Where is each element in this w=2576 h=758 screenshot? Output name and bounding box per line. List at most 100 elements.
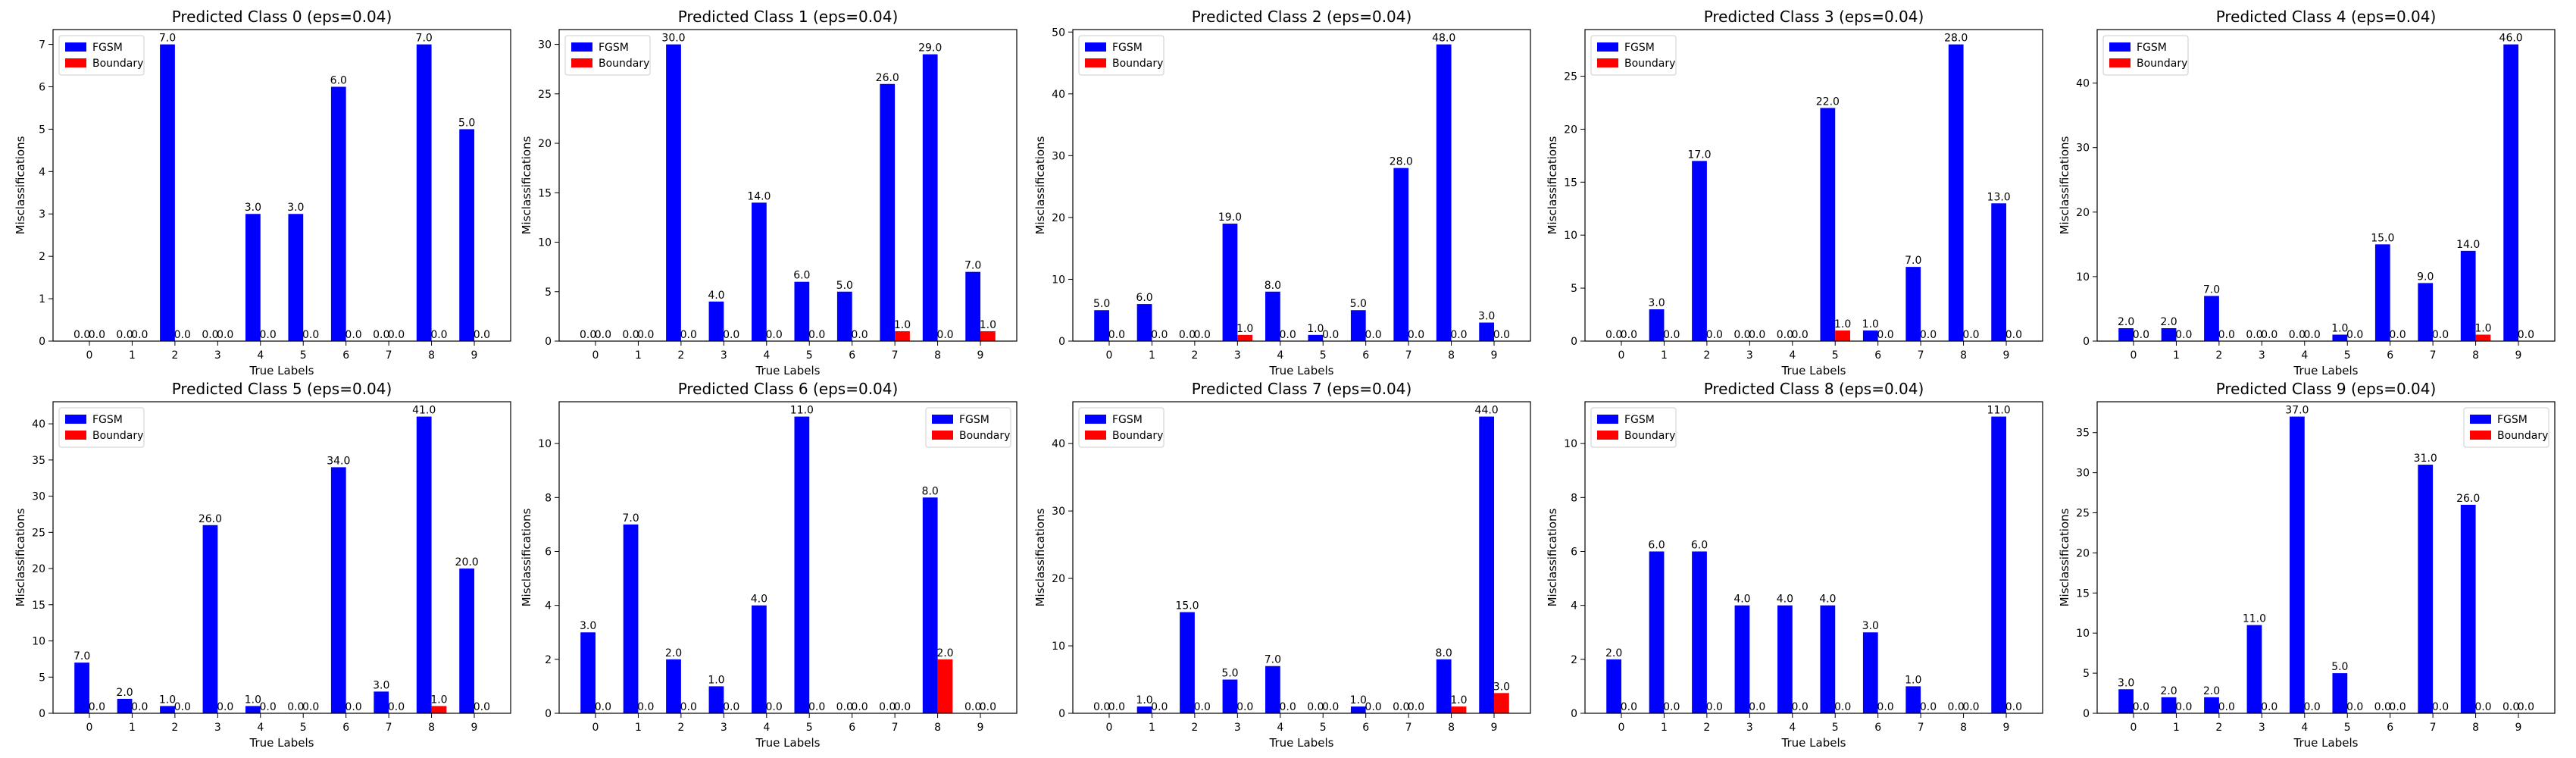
y-tick-label: 10	[1052, 274, 1065, 286]
data-label: 0.0	[894, 701, 911, 713]
subplot-title: Predicted Class 9 (eps=0.04)	[2216, 380, 2437, 398]
x-tick-label: 8	[934, 349, 941, 362]
data-label: 6.0	[1648, 539, 1665, 551]
data-label: 0.0	[1749, 701, 1765, 713]
bar-fgsm-8	[416, 416, 432, 713]
legend-swatch-boundary	[2109, 58, 2131, 67]
legend-label-fgsm: FGSM	[599, 42, 629, 54]
x-tick-label: 4	[1789, 349, 1796, 362]
x-tick-label: 7	[2430, 722, 2437, 734]
subplot-2: Predicted Class 2 (eps=0.04) 5.0 6.0 0.0 19.…	[1033, 8, 1531, 377]
y-tick-label: 20	[1052, 212, 1065, 224]
subplot-7: Predicted Class 7 (eps=0.04)0.01.015.05.…	[1033, 380, 1531, 750]
x-tick-label: 1	[129, 349, 136, 362]
legend-swatch-fgsm	[1085, 415, 1106, 424]
legend-swatch-boundary	[1085, 58, 1106, 67]
data-label: 0.0	[2304, 701, 2321, 713]
x-tick-label: 8	[1960, 349, 1967, 362]
data-label: 0.0	[1365, 329, 1381, 341]
x-tick-label: 5	[806, 349, 813, 362]
y-tick-label: 6	[39, 81, 45, 93]
legend-label-fgsm: FGSM	[2497, 414, 2528, 426]
bar-fgsm-5	[1820, 605, 1836, 713]
data-label: 2.0	[2160, 316, 2177, 328]
bar-fgsm-1	[2161, 327, 2177, 341]
y-tick-label: 30	[32, 491, 45, 503]
data-label: 0.0	[2518, 701, 2534, 713]
y-tick-label: 40	[2076, 78, 2090, 90]
bar-fgsm-9	[459, 568, 475, 713]
data-label: 0.0	[1280, 329, 1296, 341]
x-tick-label: 7	[386, 349, 392, 362]
plot-frame	[2096, 29, 2556, 342]
x-tick-label: 9	[1491, 349, 1498, 362]
data-label: 0.0	[1733, 329, 1750, 341]
data-label: 4.0	[751, 594, 767, 606]
data-label: 0.0	[89, 701, 105, 713]
data-label: 0.0	[723, 329, 739, 341]
bar-fgsm-9	[1991, 203, 2007, 341]
bar-boundary-8	[1451, 706, 1467, 713]
y-tick-label: 20	[2076, 547, 2090, 559]
data-label: 0.0	[980, 701, 996, 713]
data-label: 1.0	[2474, 322, 2491, 334]
x-tick-label: 6	[849, 722, 855, 734]
bar-fgsm-2	[666, 44, 681, 341]
data-label: 0.0	[680, 329, 697, 341]
legend-swatch-boundary	[65, 58, 86, 67]
bar-fgsm-8	[416, 44, 432, 341]
data-label: 0.0	[1706, 701, 1723, 713]
x-tick-label: 8	[1448, 349, 1455, 362]
bar-fgsm-0	[74, 662, 89, 713]
data-label: 7.0	[1265, 654, 1281, 666]
data-label: 6.0	[1691, 539, 1708, 551]
data-label: 0.0	[260, 329, 277, 341]
data-label: 0.0	[2346, 329, 2363, 341]
y-tick-label: 15	[32, 600, 45, 612]
bar-boundary-5	[1835, 330, 1850, 341]
data-label: 0.0	[1663, 701, 1680, 713]
data-label: 6.0	[793, 270, 810, 282]
y-axis-label: Misclassifications	[1033, 136, 1047, 234]
data-label: 14.0	[2456, 239, 2480, 251]
x-tick-label: 3	[1234, 722, 1241, 734]
bar-fgsm-8	[922, 54, 938, 341]
data-label: 0.0	[2374, 701, 2391, 713]
data-label: 0.0	[1877, 329, 1893, 341]
data-label: 0.0	[2261, 701, 2277, 713]
data-label: 0.0	[174, 329, 191, 341]
data-label: 17.0	[1687, 149, 1711, 161]
y-tick-label: 10	[1564, 230, 1577, 242]
data-label: 5.0	[836, 280, 853, 292]
legend: FGSM Boundary	[2463, 407, 2549, 448]
plot-frame	[558, 29, 1018, 342]
data-label: 41.0	[412, 405, 436, 417]
x-tick-label: 2	[171, 722, 178, 734]
x-axis-label: True Labels	[755, 364, 821, 377]
data-label: 0.0	[2389, 701, 2406, 713]
y-tick-label: 0	[545, 708, 552, 720]
x-tick-label: 0	[592, 349, 599, 362]
data-label: 14.0	[747, 190, 771, 202]
data-label: 13.0	[1987, 191, 2011, 203]
y-tick-label: 40	[32, 418, 45, 431]
data-label: 0.0	[1194, 701, 1211, 713]
data-label: 0.0	[808, 701, 825, 713]
plot-frame	[558, 401, 1018, 714]
y-tick-label: 30	[1052, 506, 1065, 518]
x-tick-label: 9	[2515, 722, 2522, 734]
data-label: 1.0	[708, 674, 724, 686]
x-tick-label: 2	[1703, 722, 1710, 734]
y-tick-label: 15	[538, 187, 552, 199]
subplot-title: Predicted Class 2 (eps=0.04)	[1192, 8, 1412, 26]
bar-fgsm-7	[1905, 686, 1921, 713]
legend: FGSM Boundary	[58, 407, 145, 448]
data-label: 8.0	[922, 485, 939, 497]
subplot-title: Predicted Class 5 (eps=0.04)	[172, 380, 392, 398]
data-label: 0.0	[474, 329, 490, 341]
y-tick-label: 0	[1571, 708, 1577, 720]
data-label: 28.0	[1390, 156, 1413, 168]
legend: FGSM Boundary	[925, 407, 1011, 448]
x-tick-label: 3	[1746, 349, 1753, 362]
y-tick-label: 30	[538, 39, 552, 52]
